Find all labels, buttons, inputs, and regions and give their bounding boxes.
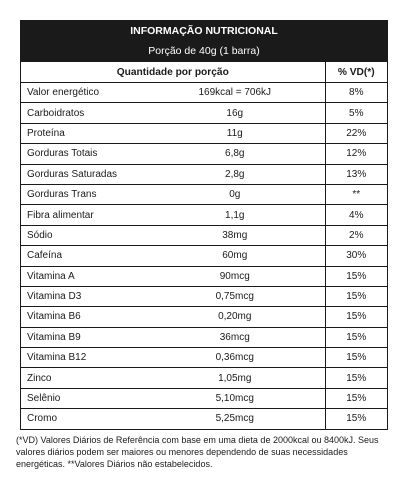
nutrient-name: Zinco	[21, 367, 145, 389]
nutrient-amount: 38mg	[145, 224, 326, 246]
nutrient-name: Vitamina A	[21, 265, 145, 287]
nutrient-name: Vitamina B12	[21, 347, 145, 368]
table-row: Carboidratos 16g 5%	[21, 102, 388, 124]
table-row: Gorduras Totais 6,8g 12%	[21, 143, 388, 165]
nutrient-dv: 15%	[324, 387, 388, 409]
nutrient-amount: 90mcg	[145, 265, 326, 287]
nutrient-dv: 15%	[324, 347, 388, 368]
nutrient-name: Vitamina B6	[21, 306, 145, 328]
column-header-row: Quantidade por porção % VD(*)	[21, 61, 388, 83]
nutrient-dv: 8%	[324, 81, 388, 103]
nutrient-amount: 2,8g	[145, 163, 326, 185]
nutrient-name: Gorduras Trans	[21, 183, 145, 205]
nutrient-amount: 1,1g	[145, 204, 326, 226]
nutrient-name: Proteína	[21, 122, 145, 144]
table-row: Gorduras Trans 0g **	[21, 183, 388, 205]
nutrient-dv: 2%	[324, 224, 388, 246]
table-row: Vitamina A 90mcg 15%	[21, 265, 388, 287]
table-row: Cromo 5,25mcg 15%	[21, 408, 388, 429]
table-row: Vitamina B12 0,36mcg 15%	[21, 347, 388, 368]
nutrient-dv: 22%	[324, 122, 388, 144]
table-row: Fibra alimentar 1,1g 4%	[21, 204, 388, 226]
nutrient-dv: 5%	[324, 102, 388, 124]
table-title: INFORMAÇÃO NUTRICIONAL	[21, 21, 387, 41]
table-row: Gorduras Saturadas 2,8g 13%	[21, 163, 388, 185]
nutrient-dv: 15%	[324, 408, 388, 429]
nutrient-dv: 15%	[324, 326, 388, 348]
nutrient-name: Valor energético	[21, 81, 145, 103]
nutrient-amount: 1,05mg	[145, 367, 326, 389]
dv-column-header: % VD(*)	[324, 61, 388, 83]
table-row: Vitamina B6 0,20mg 15%	[21, 306, 388, 328]
nutrient-dv: 4%	[324, 204, 388, 226]
table-row: Vitamina D3 0,75mcg 15%	[21, 285, 388, 307]
nutrient-amount: 36mcg	[145, 326, 326, 348]
nutrient-dv: 15%	[324, 306, 388, 328]
nutrient-amount: 5,10mcg	[145, 387, 326, 409]
footnote: (*VD) Valores Diários de Referência com …	[16, 435, 379, 469]
nutrient-name: Gorduras Totais	[21, 143, 145, 165]
nutrient-name: Fibra alimentar	[21, 204, 145, 226]
nutrient-name: Gorduras Saturadas	[21, 163, 145, 185]
nutrient-name: Cafeína	[21, 245, 145, 267]
nutrient-amount: 0g	[145, 183, 326, 205]
table-row: Sódio 38mg 2%	[21, 224, 388, 246]
nutrient-amount: 0,75mcg	[145, 285, 326, 307]
nutrient-amount: 5,25mcg	[145, 408, 326, 429]
nutrient-amount: 60mg	[145, 245, 326, 267]
nutrient-amount: 16g	[145, 102, 326, 124]
nutrient-dv: 15%	[324, 285, 388, 307]
nutrient-amount: 6,8g	[145, 143, 326, 165]
nutrient-table: Quantidade por porção % VD(*) Valor ener…	[21, 61, 388, 429]
nutrient-name: Sódio	[21, 224, 145, 246]
nutrition-facts-table: INFORMAÇÃO NUTRICIONAL Porção de 40g (1 …	[20, 20, 388, 430]
nutrient-amount: 0,36mcg	[145, 347, 326, 368]
table-row: Proteína 11g 22%	[21, 122, 388, 144]
table-row: Zinco 1,05mg 15%	[21, 367, 388, 389]
nutrient-dv: 12%	[324, 143, 388, 165]
nutrient-name: Vitamina B9	[21, 326, 145, 348]
nutrient-dv: 15%	[324, 265, 388, 287]
nutrient-name: Selênio	[21, 387, 145, 409]
serving-size: Porção de 40g (1 barra)	[21, 41, 387, 61]
nutrient-dv: 15%	[324, 367, 388, 389]
nutrient-dv: 13%	[324, 163, 388, 185]
nutrient-amount: 0,20mg	[145, 306, 326, 328]
quantity-column-header: Quantidade por porção	[21, 61, 326, 83]
table-row: Cafeína 60mg 30%	[21, 245, 388, 267]
nutrient-dv: 30%	[324, 245, 388, 267]
nutrient-amount: 169kcal = 706kJ	[145, 81, 326, 103]
table-row: Selênio 5,10mcg 15%	[21, 387, 388, 409]
nutrient-amount: 11g	[145, 122, 326, 144]
nutrient-name: Vitamina D3	[21, 285, 145, 307]
nutrient-dv: **	[324, 183, 388, 205]
nutrient-name: Carboidratos	[21, 102, 145, 124]
table-row: Vitamina B9 36mcg 15%	[21, 326, 388, 348]
nutrient-name: Cromo	[21, 408, 145, 429]
table-row: Valor energético 169kcal = 706kJ 8%	[21, 81, 388, 103]
